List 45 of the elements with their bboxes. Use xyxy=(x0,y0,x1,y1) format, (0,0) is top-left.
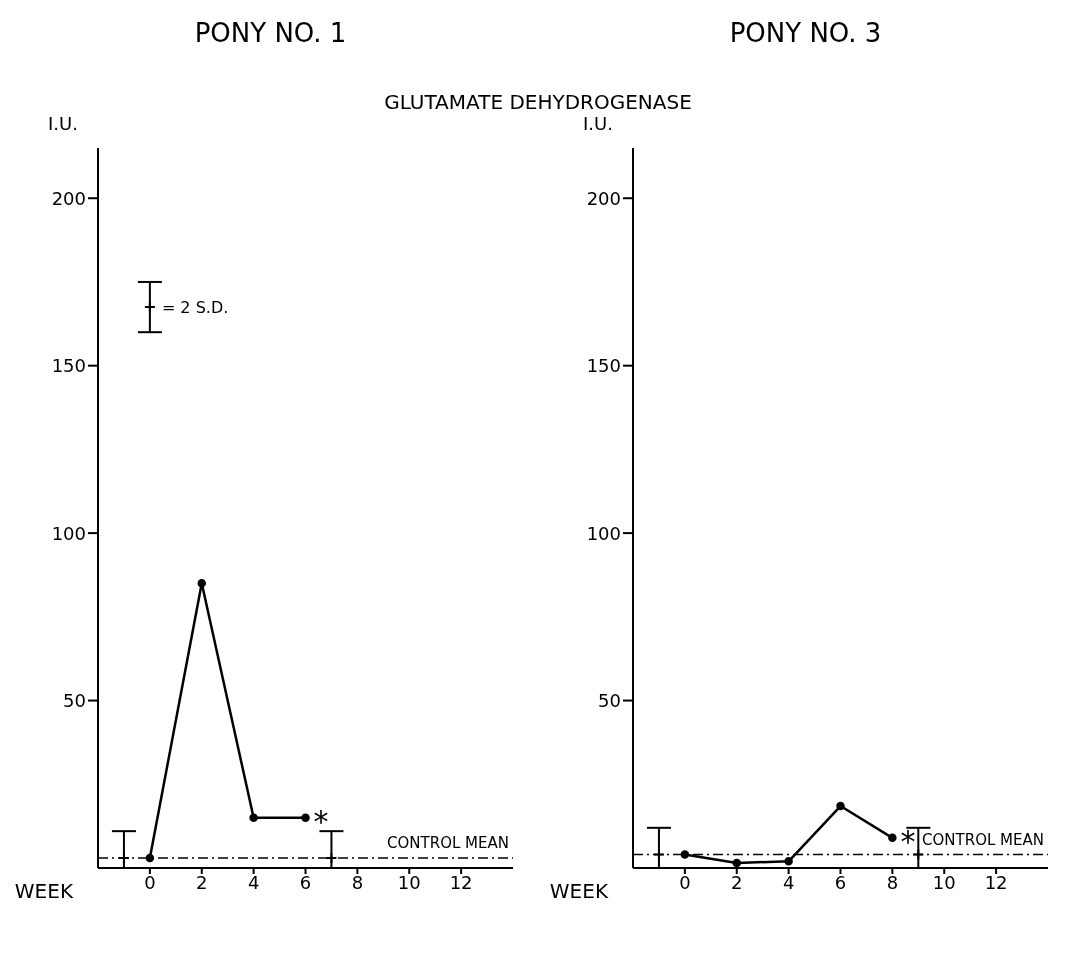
ref-line-label: CONTROL MEAN xyxy=(922,830,1044,849)
x-tick-label: 2 xyxy=(731,871,743,893)
x-tick-label: 4 xyxy=(247,871,260,893)
chart-subtitle: GLUTAMATE DEHYDROGENASE xyxy=(384,90,692,114)
x-tick-label: 6 xyxy=(834,871,847,893)
y-axis-title: I.U. xyxy=(583,113,613,134)
chart-title: PONY NO. 3 xyxy=(729,18,882,50)
y-tick-label: 150 xyxy=(586,355,621,377)
x-tick-label: 12 xyxy=(984,871,1008,893)
point xyxy=(301,813,310,823)
y-tick-label: 200 xyxy=(51,187,86,209)
x-axis-title: WEEK xyxy=(549,879,609,903)
point xyxy=(912,848,925,861)
point xyxy=(680,850,690,859)
point xyxy=(888,833,897,843)
y-tick-label: 200 xyxy=(586,187,621,209)
x-tick-label: 8 xyxy=(351,871,364,893)
point xyxy=(784,857,793,866)
x-tick-label: 10 xyxy=(932,871,956,893)
x-tick-label: 10 xyxy=(397,871,421,893)
y-tick-label: 50 xyxy=(63,689,86,711)
y-tick-label: 150 xyxy=(51,355,86,377)
x-axis-title: WEEK xyxy=(14,879,74,903)
ref-line-label: CONTROL MEAN xyxy=(387,833,509,852)
point xyxy=(836,801,845,811)
x-tick-label: 0 xyxy=(679,871,691,893)
x-tick-label: 4 xyxy=(782,871,795,893)
y-axis-title: I.U. xyxy=(48,113,78,134)
x-tick-label: 12 xyxy=(449,871,473,893)
x-tick-label: 0 xyxy=(144,871,156,893)
series-label: = 2 S.D. xyxy=(161,298,229,318)
y-tick-label: 100 xyxy=(51,522,86,544)
y-tick-label: 50 xyxy=(598,689,621,711)
point xyxy=(197,579,206,588)
annotation: * xyxy=(900,823,916,859)
point xyxy=(732,858,741,868)
y-tick-label: 100 xyxy=(586,522,621,544)
x-tick-label: 6 xyxy=(299,871,312,893)
point xyxy=(249,813,258,823)
x-tick-label: 8 xyxy=(886,871,899,893)
annotation: * xyxy=(313,803,329,839)
chart-title: PONY NO. 1 xyxy=(194,18,347,50)
x-tick-label: 2 xyxy=(196,871,208,893)
point xyxy=(652,848,665,861)
point xyxy=(145,853,155,863)
